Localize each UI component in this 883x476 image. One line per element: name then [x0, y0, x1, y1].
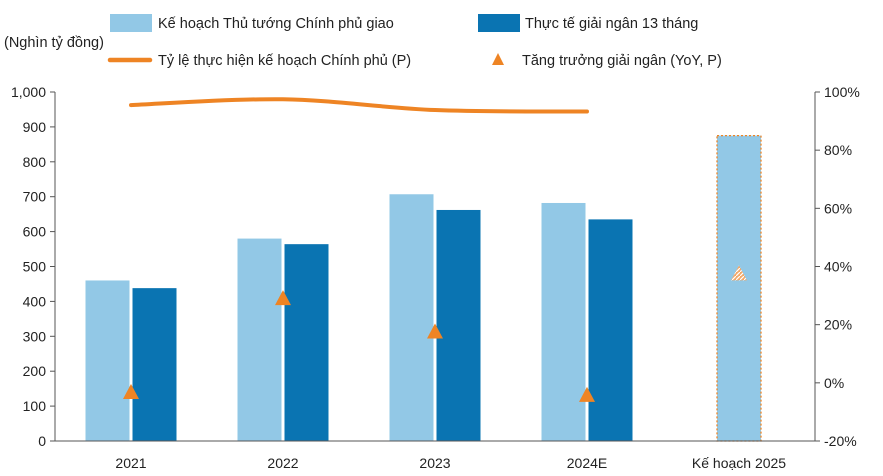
- growth-marker: [579, 386, 595, 402]
- left-tick-label: 100: [23, 398, 47, 414]
- legend-swatch-actual: [478, 14, 520, 32]
- x-tick-label: 2022: [267, 455, 298, 471]
- bar-plan: [716, 134, 762, 442]
- left-tick-label: 1,000: [11, 84, 46, 100]
- left-tick-label: 900: [23, 119, 47, 135]
- left-tick-label: 600: [23, 224, 47, 240]
- growth-marker: [275, 290, 291, 306]
- x-tick-label: 2024E: [567, 455, 607, 471]
- bar-actual: [132, 288, 177, 441]
- right-tick-label: 40%: [824, 259, 852, 275]
- growth-marker: [427, 323, 443, 339]
- right-axis: -20% 0% 20% 40% 60% 80% 100%: [814, 84, 860, 449]
- left-tick-label: 0: [38, 433, 46, 449]
- right-tick-label: 0%: [824, 375, 844, 391]
- right-tick-label: 60%: [824, 200, 852, 216]
- x-tick-label: 2023: [419, 455, 450, 471]
- legend-label-plan: Kế hoạch Thủ tướng Chính phủ giao: [158, 16, 394, 32]
- legend-label-ratio: Tỷ lệ thực hiện kế hoạch Chính phủ (P): [158, 53, 411, 69]
- right-tick-label: 100%: [824, 84, 860, 100]
- left-tick-label: 400: [23, 293, 47, 309]
- legend-label-growth: Tăng trưởng giải ngân (YoY, P): [522, 53, 722, 69]
- bar-plan: [389, 194, 434, 441]
- ratio-line: [129, 97, 589, 114]
- left-tick-label: 700: [23, 189, 47, 205]
- bar-plan: [237, 238, 282, 441]
- bar-plan: [541, 202, 586, 441]
- legend: Kế hoạch Thủ tướng Chính phủ giao Thực t…: [107, 14, 722, 69]
- bar-actual: [436, 209, 481, 441]
- right-tick-label: 80%: [824, 142, 852, 158]
- left-tick-label: 300: [23, 328, 47, 344]
- bar-actual: [284, 244, 329, 441]
- bar-plan: [85, 280, 130, 441]
- left-axis: 0 100 200 300 400 500 600 700 800 900 1,000: [11, 84, 56, 449]
- left-tick-label: 800: [23, 154, 47, 170]
- plot-area: [85, 97, 762, 442]
- x-axis: 2021 2022 2023 2024E Kế hoạch 2025: [55, 440, 815, 471]
- legend-swatch-growth: [492, 53, 504, 65]
- growth-marker: [731, 265, 747, 281]
- x-tick-label: 2021: [115, 455, 146, 471]
- bar-actual: [588, 219, 633, 441]
- legend-swatch-plan: [110, 14, 152, 32]
- legend-label-actual: Thực tế giải ngân 13 tháng: [525, 16, 698, 32]
- left-tick-label: 500: [23, 259, 47, 275]
- right-tick-label: -20%: [824, 433, 857, 449]
- x-tick-label: Kế hoạch 2025: [692, 455, 786, 471]
- unit-label: (Nghìn tỷ đồng): [4, 35, 104, 51]
- growth-marker: [123, 384, 139, 400]
- left-tick-label: 200: [23, 363, 47, 379]
- right-tick-label: 20%: [824, 317, 852, 333]
